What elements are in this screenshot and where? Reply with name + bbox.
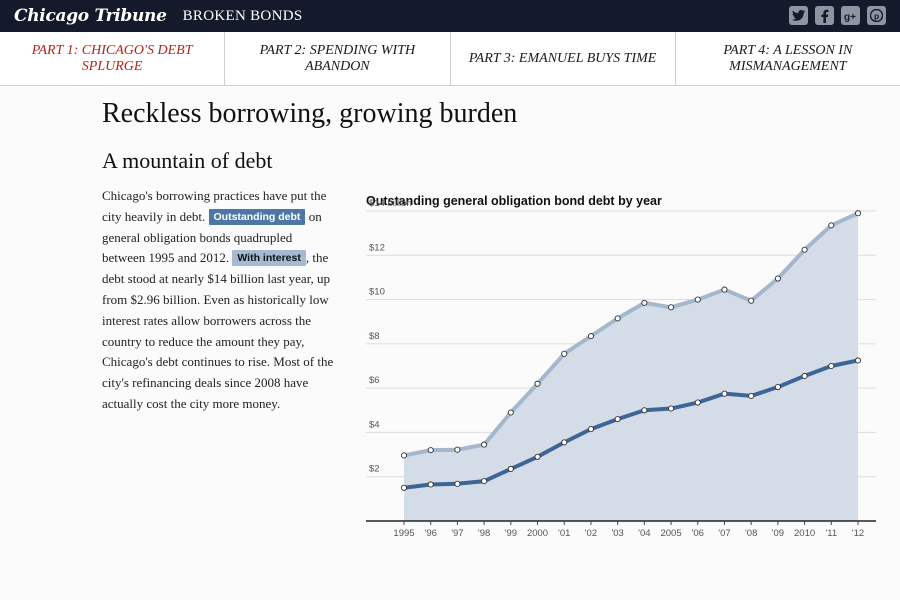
with-interest-line (403, 211, 859, 458)
with-interest-point (561, 350, 568, 357)
y-tick-label: $6 (369, 375, 380, 386)
with-interest-point (587, 333, 594, 340)
x-tick-label: '01 (558, 528, 570, 539)
with-interest-point (454, 446, 461, 453)
outstanding-debt-point (534, 453, 541, 460)
y-tick-label: $4 (369, 419, 380, 430)
with-interest-point (507, 409, 514, 416)
outstanding-debt-point (721, 390, 728, 397)
outstanding-debt-point (587, 426, 594, 433)
outstanding-debt-point (454, 480, 461, 487)
x-tick-label: '07 (718, 528, 730, 539)
svg-text:p: p (874, 11, 879, 21)
y-tick-label: $2 (369, 464, 380, 475)
with-interest-point (854, 210, 862, 217)
outstanding-debt-point (774, 383, 781, 391)
x-tick-label: '02 (585, 528, 597, 539)
y-tick-label: $12 (369, 242, 385, 253)
top-bar: Chicago Tribune BROKEN BONDS g+ p (0, 0, 900, 32)
outstanding-debt-point (427, 481, 434, 488)
outstanding-debt-point (561, 439, 568, 446)
with-interest-point (614, 315, 621, 322)
nav-part-3[interactable]: Part 3: Emanuel buys time (451, 32, 676, 85)
story-nav: Part 1: Chicago's debt splurge Part 2: S… (0, 32, 900, 86)
with-interest-point (774, 275, 781, 282)
outstanding-debt-point (507, 465, 514, 473)
x-tick-label: '99 (505, 528, 517, 539)
outstanding-debt-point (668, 405, 675, 412)
outstanding-debt-point (400, 484, 408, 491)
twitter-icon[interactable] (789, 6, 808, 25)
nav-part-4[interactable]: Part 4: A lesson in mismanagement (723, 42, 853, 74)
x-tick-label: '06 (692, 528, 704, 539)
section-subtitle: A mountain of debt (102, 148, 273, 173)
chicago-tribune-logo[interactable]: Chicago Tribune (14, 6, 167, 26)
outstanding-debt-point (828, 362, 835, 370)
with-interest-point (721, 286, 728, 293)
x-tick-label: '96 (425, 528, 437, 539)
x-tick-label: '04 (638, 528, 650, 539)
body-text-part-3: , the debt stood at nearly $14 billion l… (102, 250, 334, 411)
social-links: g+ p (789, 6, 886, 25)
with-interest-point (694, 296, 701, 303)
facebook-icon[interactable] (815, 6, 834, 25)
x-tick-label: '97 (451, 528, 463, 539)
with-interest-toggle[interactable]: With interest (232, 250, 306, 267)
outstanding-debt-point (641, 407, 648, 414)
x-tick-label: 2010 (794, 528, 815, 539)
y-tick-label: $10 (369, 287, 385, 298)
outstanding-debt-point (694, 399, 701, 406)
x-tick-label: 2000 (527, 528, 548, 539)
x-tick-label: '98 (478, 528, 490, 539)
x-tick-label: '12 (852, 528, 864, 539)
body-text-part-2: on general obligation bonds quadrupled b… (102, 208, 322, 266)
outstanding-debt-point (481, 478, 488, 485)
with-interest-point (534, 380, 541, 387)
outstanding-debt-point (748, 392, 755, 399)
outstanding-debt-point (801, 372, 808, 380)
y-tick-label: $8 (369, 331, 380, 342)
section-title[interactable]: BROKEN BONDS (182, 7, 303, 24)
body-text-part-1: Chicago's borrowing practices have put t… (102, 188, 327, 224)
with-interest-point (828, 222, 835, 229)
nav-part-1[interactable]: Part 1: Chicago's debt splurge (0, 32, 226, 85)
x-tick-label: 2005 (660, 528, 681, 539)
x-tick-label: 1995 (393, 528, 414, 539)
page-title: Reckless borrowing, growing burden (102, 98, 518, 129)
nav-part-2[interactable]: Part 2: Spending with abandon (225, 32, 451, 85)
x-tick-label: '03 (611, 528, 623, 539)
x-tick-label: '11 (825, 528, 837, 539)
with-interest-point (427, 447, 434, 454)
y-tick-label: $14 billion (369, 198, 412, 209)
with-interest-point (400, 452, 408, 459)
debt-area (404, 213, 858, 521)
with-interest-point (668, 304, 675, 311)
google-plus-icon[interactable]: g+ (841, 6, 860, 25)
outstanding-debt-point (854, 357, 862, 364)
x-tick-label: '09 (772, 528, 784, 539)
with-interest-point (801, 246, 808, 253)
with-interest-point (481, 441, 488, 448)
outstanding-debt-line (403, 358, 859, 490)
chart-title: Outstanding general obligation bond debt… (366, 194, 662, 208)
x-tick-label: '08 (745, 528, 757, 539)
with-interest-point (641, 299, 648, 306)
article-body: Chicago's borrowing practices have put t… (102, 186, 334, 415)
outstanding-debt-point (614, 416, 621, 423)
with-interest-point (748, 297, 755, 304)
pinterest-icon[interactable]: p (867, 6, 886, 25)
outstanding-debt-toggle[interactable]: Outstanding debt (208, 208, 306, 225)
svg-text:g+: g+ (844, 12, 856, 22)
